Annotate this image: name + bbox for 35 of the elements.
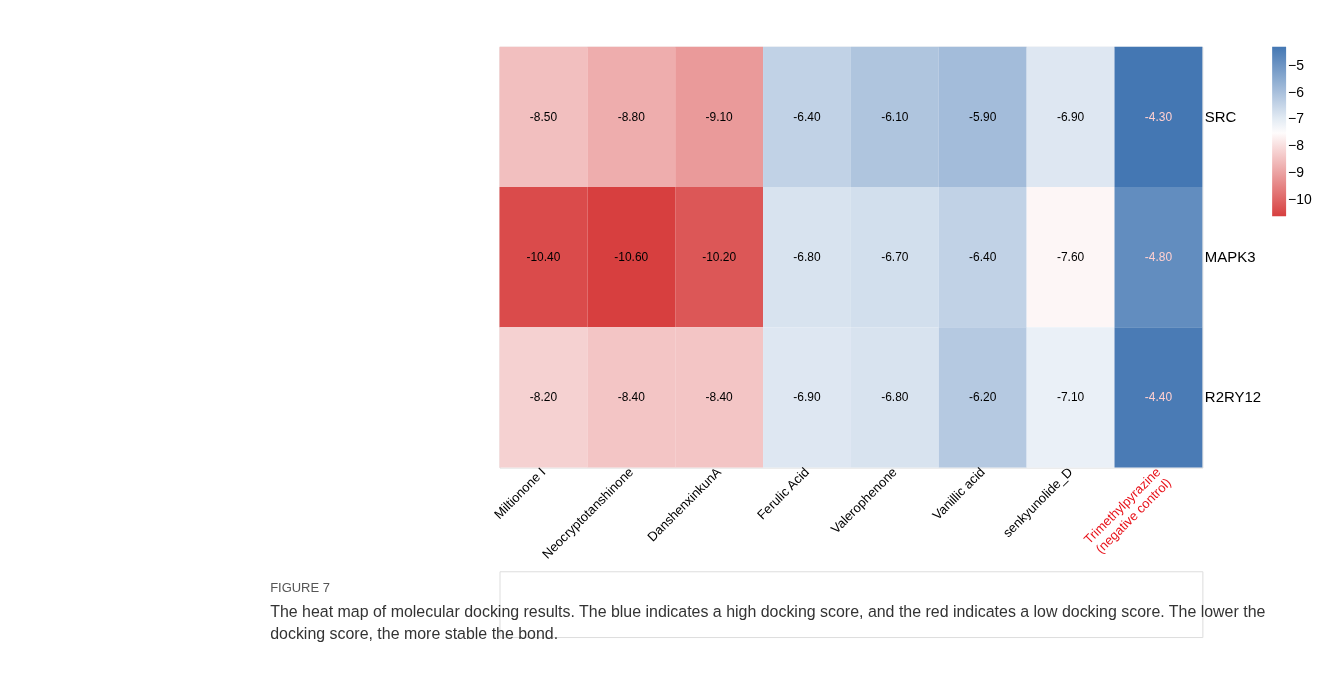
data-label: -5.90	[969, 109, 997, 124]
data-label: -6.40	[793, 109, 821, 124]
y-tick-label: SRC	[1204, 107, 1237, 125]
color-bar-label: −7	[1288, 110, 1305, 127]
data-label: -7.10	[1056, 390, 1085, 405]
color-bar-label: −10	[1288, 191, 1312, 208]
data-label: -6.20	[969, 390, 997, 405]
text: The heat map of molecular docking results. The blue indicates a high docking score, and the red indicates a low docking score. The lower the docking score, the more stable the bond.	[270, 603, 1266, 643]
data-label: -6.40	[969, 250, 997, 265]
data-label: -4.40	[1144, 390, 1173, 405]
data-label: -8.80	[617, 109, 646, 124]
data-label: -6.90	[793, 390, 821, 405]
data-label: -6.80	[793, 250, 821, 265]
color-bar-label: −8	[1288, 137, 1305, 154]
data-label: -8.50	[529, 109, 558, 124]
data-label: -6.80	[881, 390, 909, 405]
data-label: -4.80	[1144, 250, 1173, 265]
color-bar-label: −9	[1288, 164, 1305, 181]
color-bar-label: −5	[1288, 56, 1305, 73]
data-label: -8.40	[617, 390, 646, 405]
data-label: -8.40	[705, 390, 734, 405]
color-bar-label: −6	[1288, 83, 1305, 100]
data-label: -6.70	[881, 250, 909, 265]
y-tick-label: R2RY12	[1204, 388, 1262, 406]
data-label: -10.20	[702, 250, 737, 265]
data-label: -10.60	[614, 250, 649, 265]
data-label: -8.20	[529, 390, 558, 405]
data-label: -4.30	[1144, 109, 1173, 124]
data-label: -9.10	[705, 109, 734, 124]
data-label: -6.10	[881, 109, 909, 124]
data-label: -6.90	[1056, 109, 1085, 124]
y-tick-label: MAPK3	[1204, 248, 1256, 266]
data-label: -10.40	[526, 250, 561, 265]
text: FIGURE 7	[270, 580, 330, 596]
data-label: -7.60	[1056, 250, 1085, 265]
